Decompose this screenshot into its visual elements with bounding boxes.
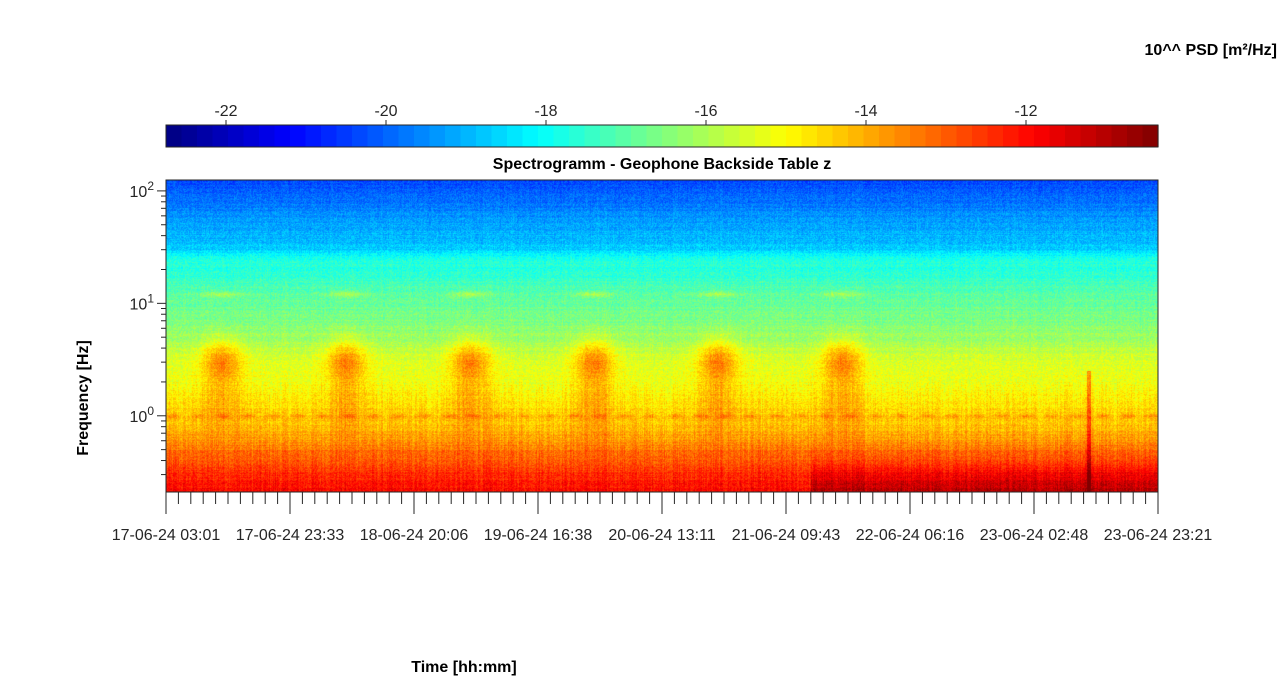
- colorbar-ticks: -22 -20 -18 -16 -14 -12: [214, 103, 1038, 125]
- colorbar-cell: [708, 125, 725, 147]
- colorbar-tick-label: -18: [534, 103, 557, 120]
- colorbar-cell: [367, 125, 384, 147]
- colorbar-cell: [739, 125, 756, 147]
- colorbar-cell: [429, 125, 446, 147]
- colorbar-cell: [1096, 125, 1113, 147]
- colorbar-cell: [801, 125, 818, 147]
- y-tick-label: 102: [130, 179, 155, 201]
- colorbar: -22 -20 -18 -16 -14 -12: [165, 103, 1159, 148]
- colorbar-tick-label: -14: [854, 103, 877, 120]
- colorbar-cell: [522, 125, 539, 147]
- y-tick-label: 100: [130, 404, 155, 426]
- colorbar-cell: [352, 125, 369, 147]
- colorbar-cell: [507, 125, 524, 147]
- colorbar-cell: [1034, 125, 1051, 147]
- colorbar-cells: [166, 125, 1159, 147]
- colorbar-cell: [987, 125, 1004, 147]
- x-tick-label: 19-06-24 16:38: [484, 527, 593, 544]
- colorbar-cell: [274, 125, 291, 147]
- colorbar-cell: [1018, 125, 1035, 147]
- colorbar-cell: [197, 125, 214, 147]
- colorbar-cell: [677, 125, 694, 147]
- colorbar-cell: [786, 125, 803, 147]
- colorbar-cell: [476, 125, 493, 147]
- colorbar-tick-label: -22: [214, 103, 237, 120]
- colorbar-cell: [910, 125, 927, 147]
- colorbar-cell: [290, 125, 307, 147]
- colorbar-cell: [755, 125, 772, 147]
- colorbar-tick-label: -16: [694, 103, 717, 120]
- x-tick-label: 21-06-24 09:43: [732, 527, 841, 544]
- y-tick-label: 101: [130, 291, 155, 313]
- colorbar-cell: [398, 125, 415, 147]
- colorbar-frame: [165, 124, 1159, 148]
- colorbar-cell: [460, 125, 477, 147]
- colorbar-cell: [569, 125, 586, 147]
- colorbar-cell: [538, 125, 555, 147]
- colorbar-cell: [956, 125, 973, 147]
- x-axis: 17-06-24 03:01 17-06-24 23:33 18-06-24 20:…: [112, 492, 1213, 544]
- colorbar-label: 10^^ PSD [m²/Hz]: [1145, 42, 1277, 59]
- colorbar-cell: [243, 125, 260, 147]
- colorbar-cell: [848, 125, 865, 147]
- colorbar-cell: [879, 125, 896, 147]
- colorbar-cell: [1003, 125, 1020, 147]
- colorbar-cell: [770, 125, 787, 147]
- colorbar-cell: [925, 125, 942, 147]
- colorbar-cell: [166, 125, 183, 147]
- colorbar-cell: [863, 125, 880, 147]
- colorbar-cell: [212, 125, 229, 147]
- y-axis: 100 101 102: [130, 179, 166, 476]
- colorbar-cell: [817, 125, 834, 147]
- colorbar-cell: [1080, 125, 1097, 147]
- colorbar-cell: [383, 125, 400, 147]
- colorbar-cell: [181, 125, 198, 147]
- y-axis-label: Frequency [Hz]: [75, 340, 92, 456]
- colorbar-cell: [693, 125, 710, 147]
- x-tick-label: 17-06-24 23:33: [236, 527, 345, 544]
- x-tick-label: 22-06-24 06:16: [856, 527, 965, 544]
- colorbar-cell: [1142, 125, 1159, 147]
- colorbar-cell: [615, 125, 632, 147]
- colorbar-cell: [724, 125, 741, 147]
- chart-title: Spectrogramm - Geophone Backside Table z: [493, 156, 831, 173]
- plot-area: [165, 179, 1159, 493]
- colorbar-cell: [1065, 125, 1082, 147]
- colorbar-cell: [646, 125, 663, 147]
- colorbar-cell: [1127, 125, 1144, 147]
- spectrogram-image-holder: [166, 180, 1158, 492]
- colorbar-cell: [305, 125, 322, 147]
- colorbar-cell: [662, 125, 679, 147]
- colorbar-cell: [321, 125, 338, 147]
- colorbar-cell: [259, 125, 276, 147]
- colorbar-cell: [972, 125, 989, 147]
- x-tick-label: 23-06-24 02:48: [980, 527, 1089, 544]
- x-axis-label: Time [hh:mm]: [411, 659, 516, 676]
- x-tick-label: 23-06-24 23:21: [1104, 527, 1213, 544]
- colorbar-cell: [553, 125, 570, 147]
- colorbar-cell: [832, 125, 849, 147]
- colorbar-cell: [584, 125, 601, 147]
- colorbar-cell: [414, 125, 431, 147]
- colorbar-cell: [941, 125, 958, 147]
- colorbar-tick-label: -20: [374, 103, 397, 120]
- colorbar-tick-label: -12: [1014, 103, 1037, 120]
- colorbar-cell: [1111, 125, 1128, 147]
- x-tick-label: 20-06-24 13:11: [608, 527, 715, 544]
- colorbar-cell: [894, 125, 911, 147]
- spectrogram-heatmap: [166, 180, 1158, 492]
- colorbar-cell: [445, 125, 462, 147]
- colorbar-cell: [631, 125, 648, 147]
- x-tick-label: 17-06-24 03:01: [112, 527, 221, 544]
- colorbar-cell: [491, 125, 508, 147]
- colorbar-cell: [1049, 125, 1066, 147]
- colorbar-cell: [336, 125, 353, 147]
- x-tick-label: 18-06-24 20:06: [360, 527, 469, 544]
- colorbar-cell: [228, 125, 245, 147]
- colorbar-cell: [600, 125, 617, 147]
